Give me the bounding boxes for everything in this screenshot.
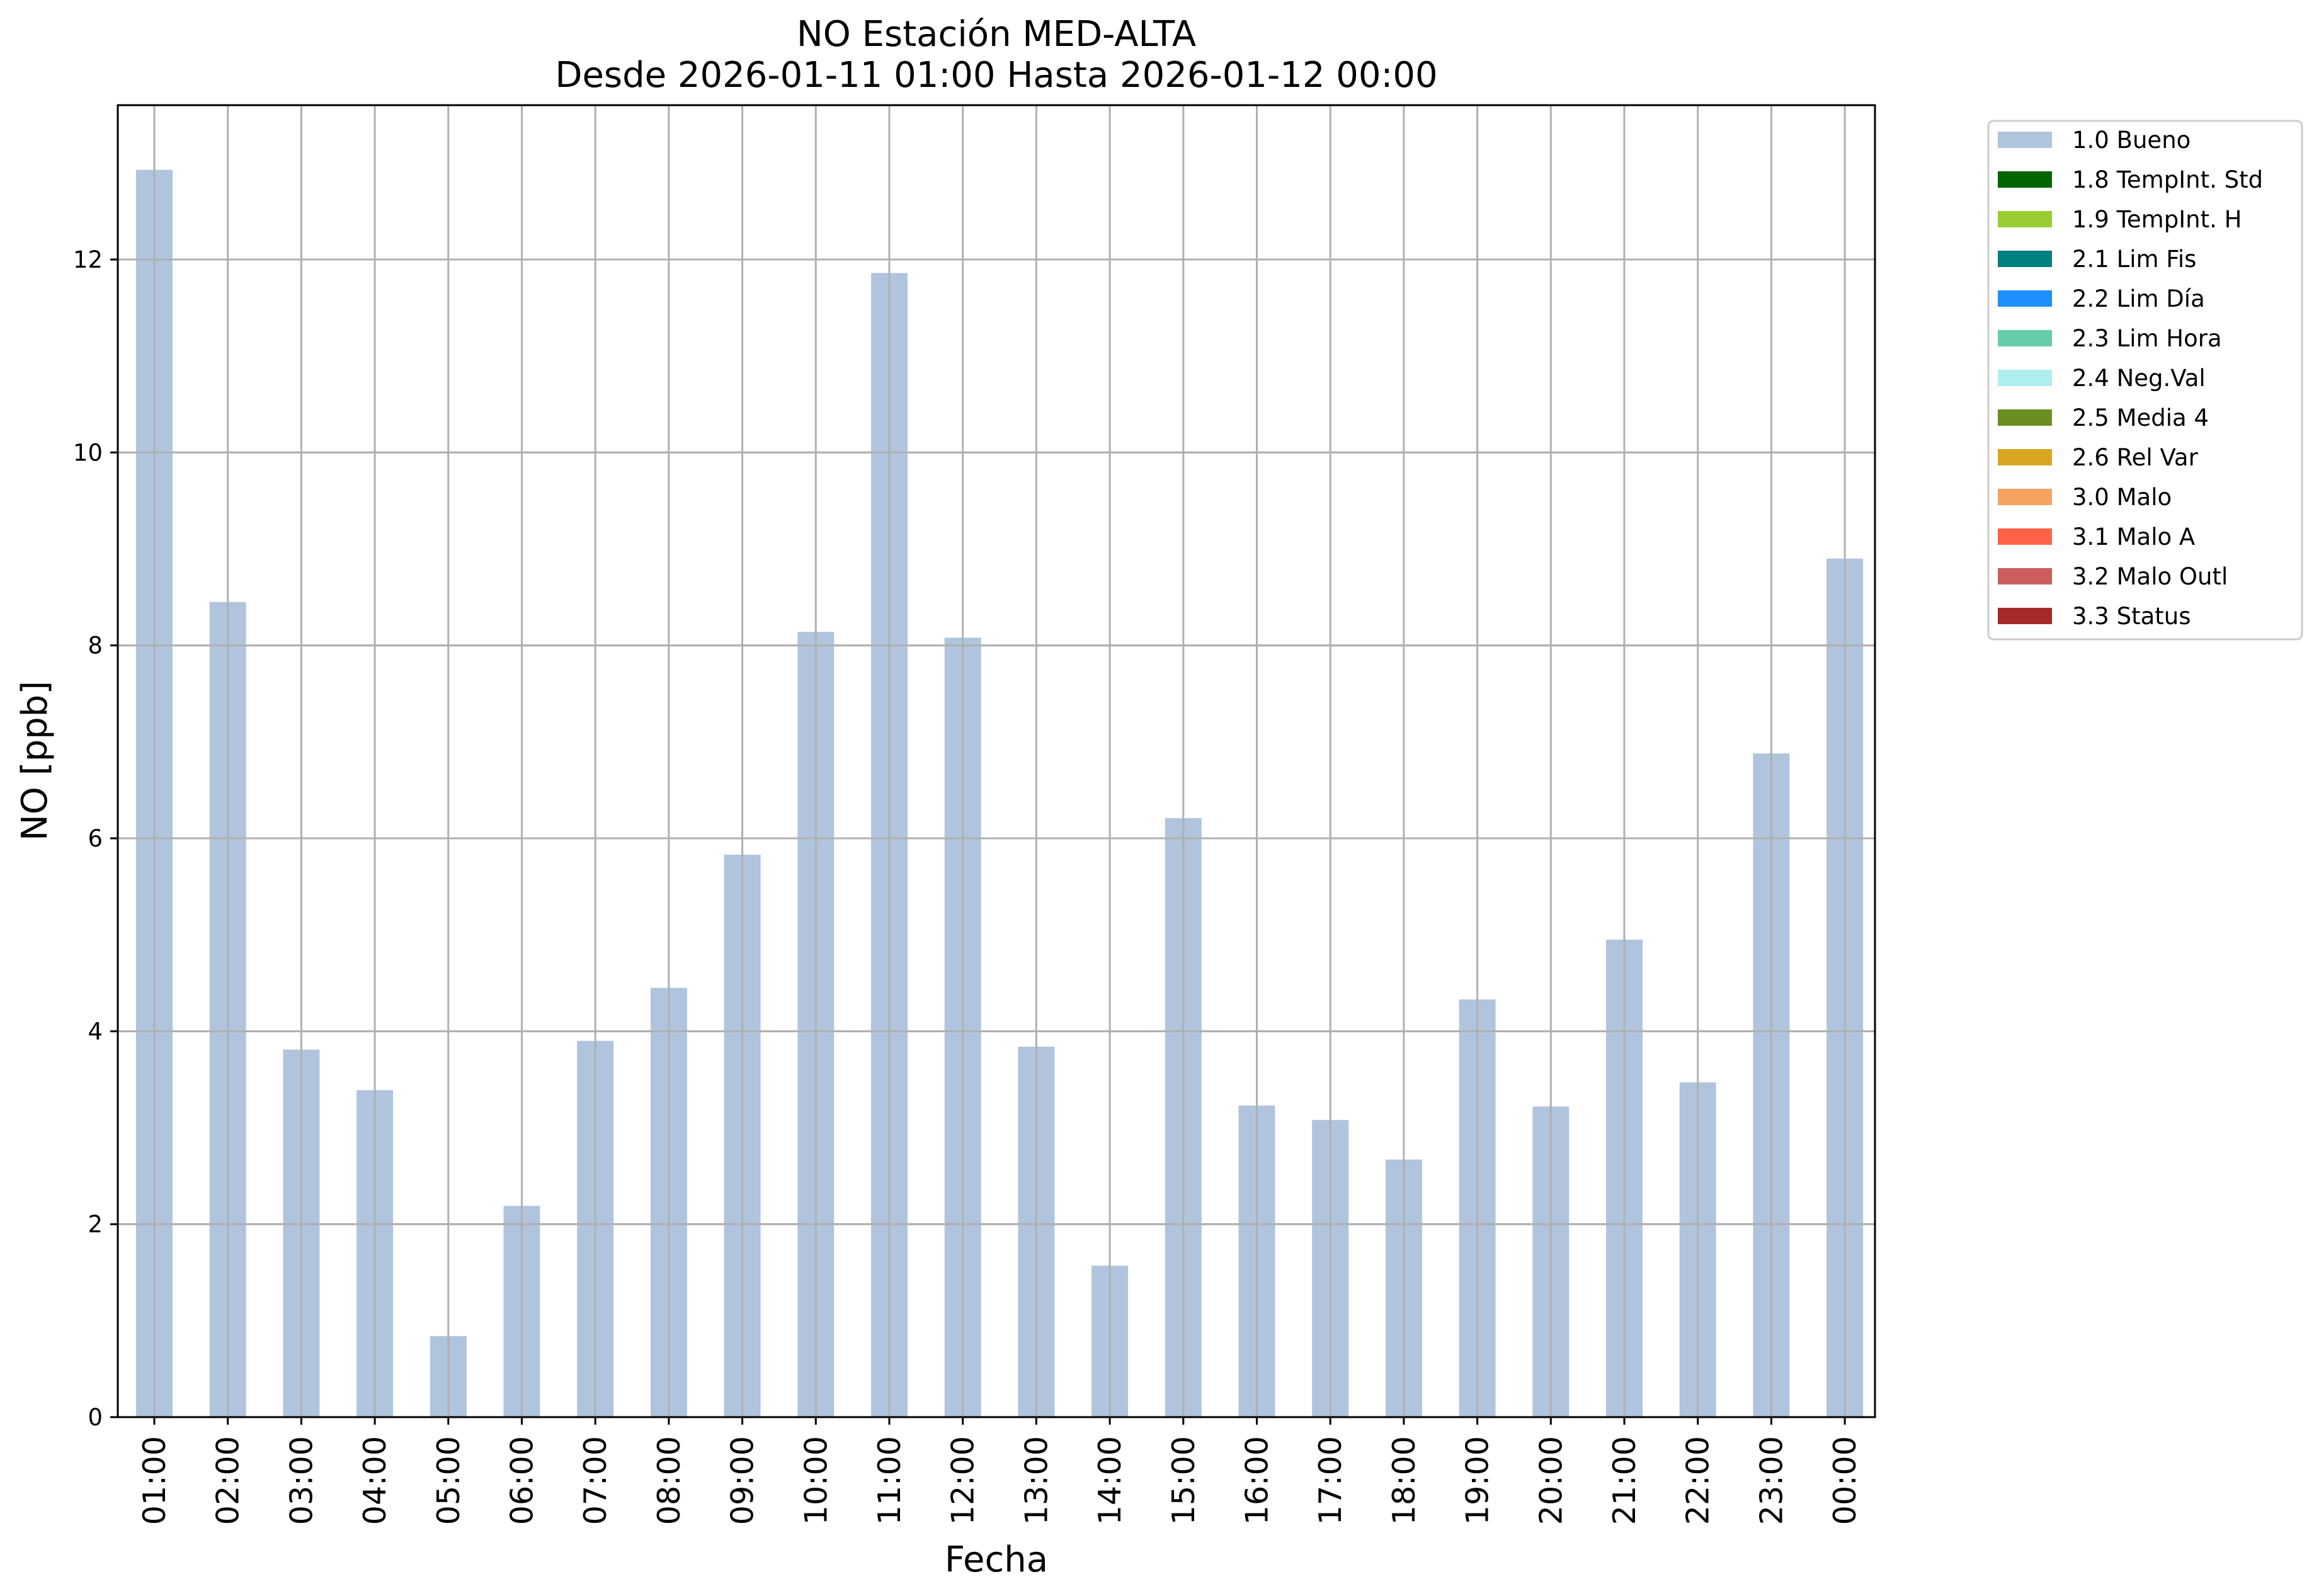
legend-swatch [1998, 330, 2052, 346]
y-tick-label: 6 [88, 825, 103, 852]
x-tick-label: 12:00 [945, 1436, 981, 1525]
legend-swatch [1998, 290, 2052, 307]
x-tick-label: 01:00 [137, 1436, 173, 1525]
x-tick-label: 23:00 [1753, 1436, 1789, 1525]
legend-swatch [1998, 409, 2052, 426]
x-tick-label: 03:00 [283, 1436, 319, 1525]
x-tick-label: 15:00 [1166, 1436, 1202, 1525]
legend-label: 3.0 Malo [2072, 484, 2172, 511]
x-tick-label: 05:00 [431, 1436, 467, 1525]
legend-swatch [1998, 449, 2052, 465]
x-tick-label: 11:00 [872, 1436, 908, 1525]
y-tick-label: 8 [88, 632, 103, 659]
chart-title: NO Estación MED-ALTA [797, 14, 1196, 55]
legend-swatch [1998, 370, 2052, 386]
legend-swatch [1998, 528, 2052, 545]
x-tick-label: 16:00 [1239, 1436, 1275, 1525]
legend-swatch [1998, 171, 2052, 188]
legend-label: 2.5 Media 4 [2072, 404, 2209, 431]
legend-label: 2.1 Lim Fis [2072, 246, 2196, 273]
y-axis-label: NO [ppb] [14, 681, 55, 841]
legend-swatch [1998, 211, 2052, 227]
x-tick-label: 17:00 [1313, 1436, 1348, 1525]
y-tick-label: 4 [88, 1018, 103, 1045]
y-tick-label: 0 [88, 1404, 103, 1431]
x-tick-label: 00:00 [1827, 1436, 1863, 1525]
legend-swatch [1998, 132, 2052, 148]
legend-label: 2.3 Lim Hora [2072, 325, 2222, 352]
x-tick-label: 04:00 [357, 1436, 393, 1525]
legend-label: 3.1 Malo A [2072, 523, 2195, 550]
ticks-layer: 0 2 4 6 8 10 12 01:00 02:00 03:00 04:00 05:00 06:00 0… [73, 246, 1863, 1525]
x-tick-label: 07:00 [578, 1436, 613, 1525]
legend-swatch [1998, 251, 2052, 267]
x-tick-label: 18:00 [1386, 1436, 1422, 1525]
legend-label: 2.6 Rel Var [2072, 444, 2199, 471]
x-tick-label: 06:00 [504, 1436, 540, 1525]
x-tick-label: 02:00 [210, 1436, 246, 1525]
legend-box [1987, 120, 2303, 641]
legend: 1.0 Bueno 1.8 TempInt. Std 1.9 TempInt. H 2… [1987, 120, 2303, 641]
x-tick-label: 19:00 [1460, 1436, 1496, 1525]
x-tick-label: 09:00 [725, 1436, 761, 1525]
legend-swatch [1998, 489, 2052, 505]
x-tick-label: 10:00 [798, 1436, 834, 1525]
x-tick-label: 20:00 [1533, 1436, 1569, 1525]
legend-label: 3.2 Malo Outl [2072, 563, 2228, 590]
x-axis-label: Fecha [945, 1539, 1048, 1580]
y-tick-label: 12 [73, 246, 103, 273]
x-tick-label: 22:00 [1680, 1436, 1716, 1525]
y-tick-label: 2 [88, 1211, 103, 1238]
y-tick-label: 10 [73, 439, 103, 466]
x-tick-label: 14:00 [1092, 1436, 1128, 1525]
plot-area-frame [117, 104, 1876, 1418]
legend-label: 2.2 Lim Día [2072, 285, 2205, 312]
x-tick-label: 08:00 [651, 1436, 687, 1525]
x-tick-label: 13:00 [1018, 1436, 1054, 1525]
legend-label: 2.4 Neg.Val [2072, 365, 2206, 392]
x-tick-label: 21:00 [1607, 1436, 1643, 1525]
legend-label: 1.9 TempInt. H [2072, 206, 2242, 233]
legend-label: 3.3 Status [2072, 603, 2191, 630]
legend-label: 1.8 TempInt. Std [2072, 166, 2263, 193]
chart-subtitle: Desde 2026-01-11 01:00 Hasta 2026-01-12 … [555, 55, 1437, 96]
legend-label: 1.0 Bueno [2072, 127, 2191, 154]
legend-swatch [1998, 568, 2052, 584]
legend-swatch [1998, 608, 2052, 624]
